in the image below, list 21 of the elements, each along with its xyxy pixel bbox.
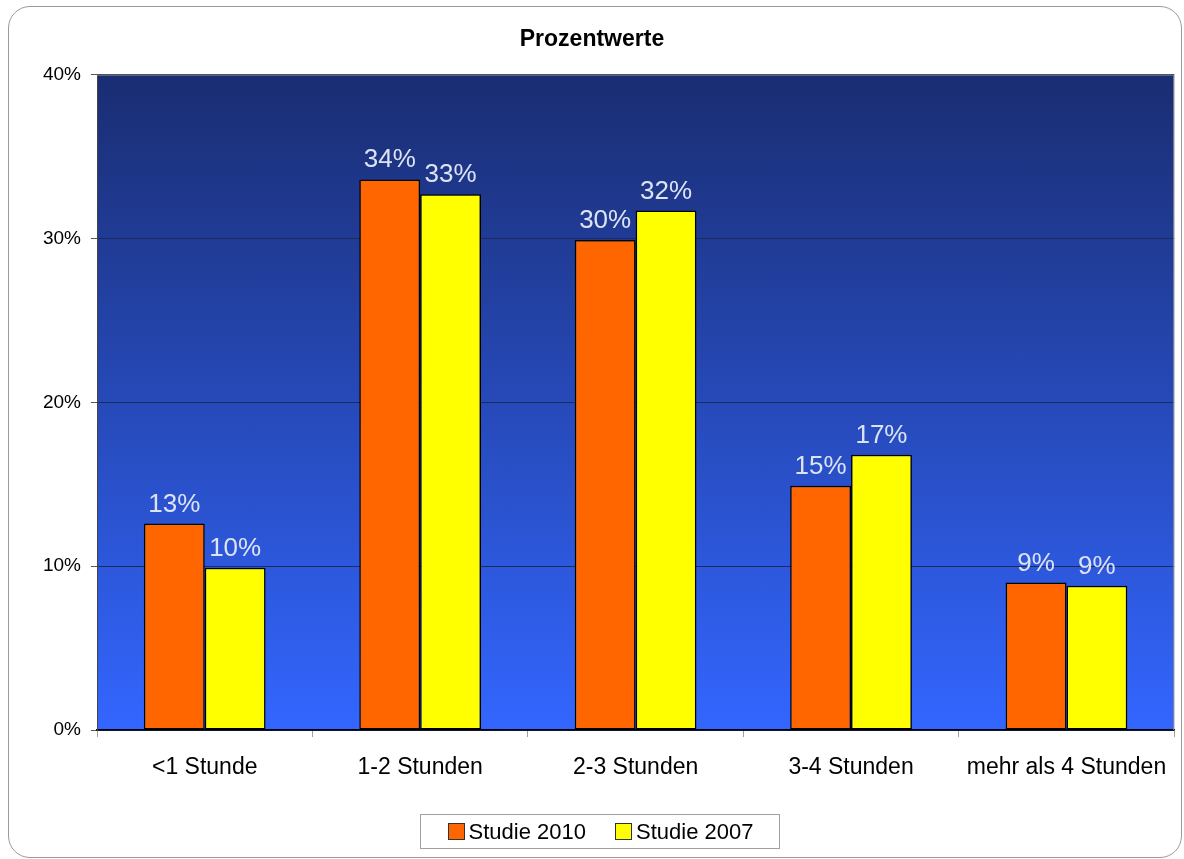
x-tick-label: mehr als 4 Stunden bbox=[966, 753, 1167, 780]
x-tick-label: 3-4 Stunden bbox=[788, 753, 914, 780]
data-label: 32% bbox=[640, 174, 693, 205]
data-label: 13% bbox=[148, 487, 201, 518]
y-tick-label: 30% bbox=[42, 226, 82, 248]
chart-title: Prozentwerte bbox=[519, 25, 665, 52]
data-label: 15% bbox=[794, 449, 847, 480]
legend-label: Studie 2010 bbox=[468, 818, 586, 845]
x-tick-label: 2-3 Stunden bbox=[572, 753, 699, 780]
data-label: 33% bbox=[424, 158, 477, 189]
data-label: 30% bbox=[579, 204, 632, 235]
y-tick-label: 20% bbox=[42, 390, 82, 412]
legend-label: Studie 2007 bbox=[636, 818, 754, 845]
data-label: 10% bbox=[209, 531, 262, 562]
y-tick-label: 0% bbox=[53, 718, 82, 740]
data-label: 34% bbox=[363, 143, 416, 174]
data-label: 17% bbox=[855, 418, 908, 449]
y-tick-label: 10% bbox=[42, 554, 82, 576]
y-tick-label: 40% bbox=[42, 62, 82, 84]
x-tick-label: <1 Stunde bbox=[151, 753, 258, 780]
x-tick-label: 1-2 Stunden bbox=[357, 753, 483, 780]
